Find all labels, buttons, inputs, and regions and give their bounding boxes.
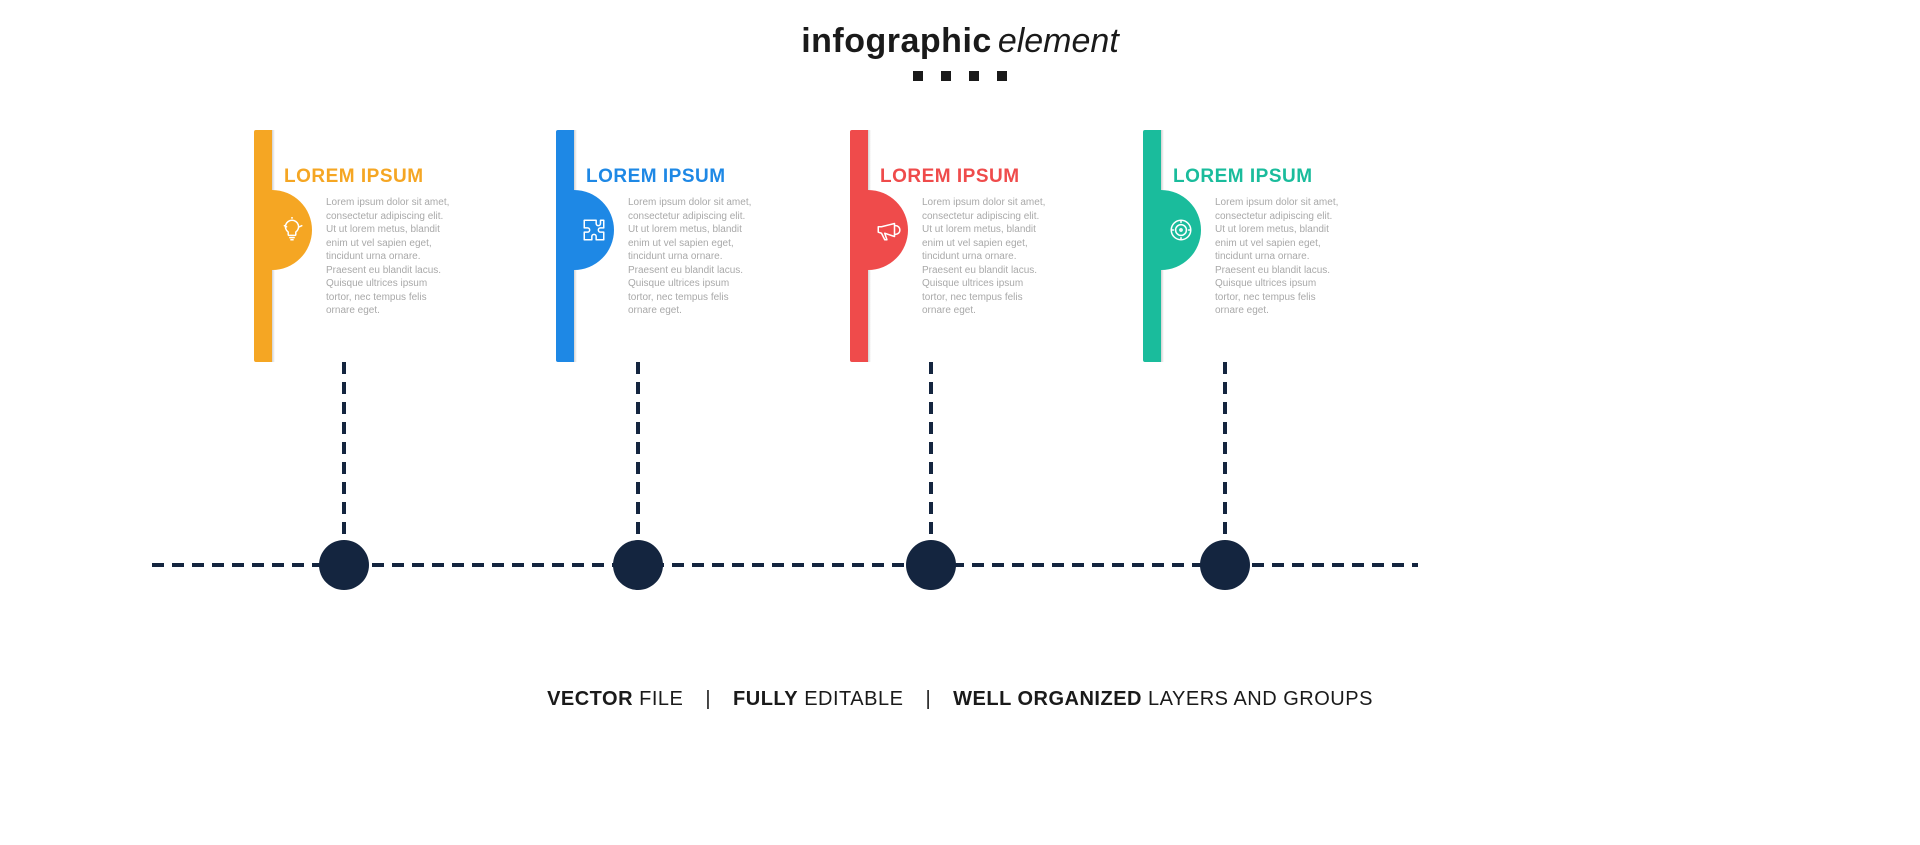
footer-light-text: EDITABLE (798, 688, 903, 710)
timeline-node (319, 540, 369, 590)
step-body: Lorem ipsum dolor sit amet, consectetur … (628, 196, 756, 318)
step-title: LOREM IPSUM (1173, 166, 1313, 188)
step-title: LOREM IPSUM (586, 166, 726, 188)
footer-bold-text: WELL ORGANIZED (953, 688, 1142, 710)
header-dot-square (969, 71, 979, 81)
timeline-node (613, 540, 663, 590)
step-icon-badge (868, 190, 908, 270)
step-title: LOREM IPSUM (880, 166, 1020, 188)
step-color-bar (556, 130, 574, 362)
header-dot-square (941, 71, 951, 81)
footer-light-text: LAYERS AND GROUPS (1142, 688, 1373, 710)
footer-separator: | (705, 688, 711, 711)
timeline-node (1200, 540, 1250, 590)
target-icon (1168, 217, 1194, 243)
header-dot-square (997, 71, 1007, 81)
timeline-vertical-line (1223, 362, 1227, 563)
step-title: LOREM IPSUM (284, 166, 424, 188)
puzzle-icon (581, 217, 607, 243)
header-dot-square (913, 71, 923, 81)
timeline-vertical-line (929, 362, 933, 563)
footer-bold-text: FULLY (733, 688, 798, 710)
step-icon-badge (1161, 190, 1201, 270)
timeline-node (906, 540, 956, 590)
header-title: infographicelement (0, 22, 1920, 61)
step-body: Lorem ipsum dolor sit amet, consectetur … (1215, 196, 1343, 318)
timeline-vertical-line (636, 362, 640, 563)
header-dot-squares (0, 68, 1920, 86)
megaphone-icon (875, 217, 901, 243)
lightbulb-icon (279, 217, 305, 243)
step-icon-badge (272, 190, 312, 270)
footer-separator: | (925, 688, 931, 711)
step-color-bar (850, 130, 868, 362)
footer-bold-text: VECTOR (547, 688, 633, 710)
step-color-bar (1143, 130, 1161, 362)
step-color-bar (254, 130, 272, 362)
header-word-1: infographic (801, 22, 992, 60)
step-body: Lorem ipsum dolor sit amet, consectetur … (326, 196, 454, 318)
footer-light-text: FILE (633, 688, 683, 710)
timeline-vertical-line (342, 362, 346, 563)
step-body: Lorem ipsum dolor sit amet, consectetur … (922, 196, 1050, 318)
footer-tagline: VECTOR FILE | FULLY EDITABLE | WELL ORGANIZE… (0, 688, 1920, 711)
step-icon-badge (574, 190, 614, 270)
header-word-2: element (998, 22, 1119, 60)
infographic-stage: infographicelement LOREM IPSUM Lorem ipsu… (0, 0, 1920, 845)
